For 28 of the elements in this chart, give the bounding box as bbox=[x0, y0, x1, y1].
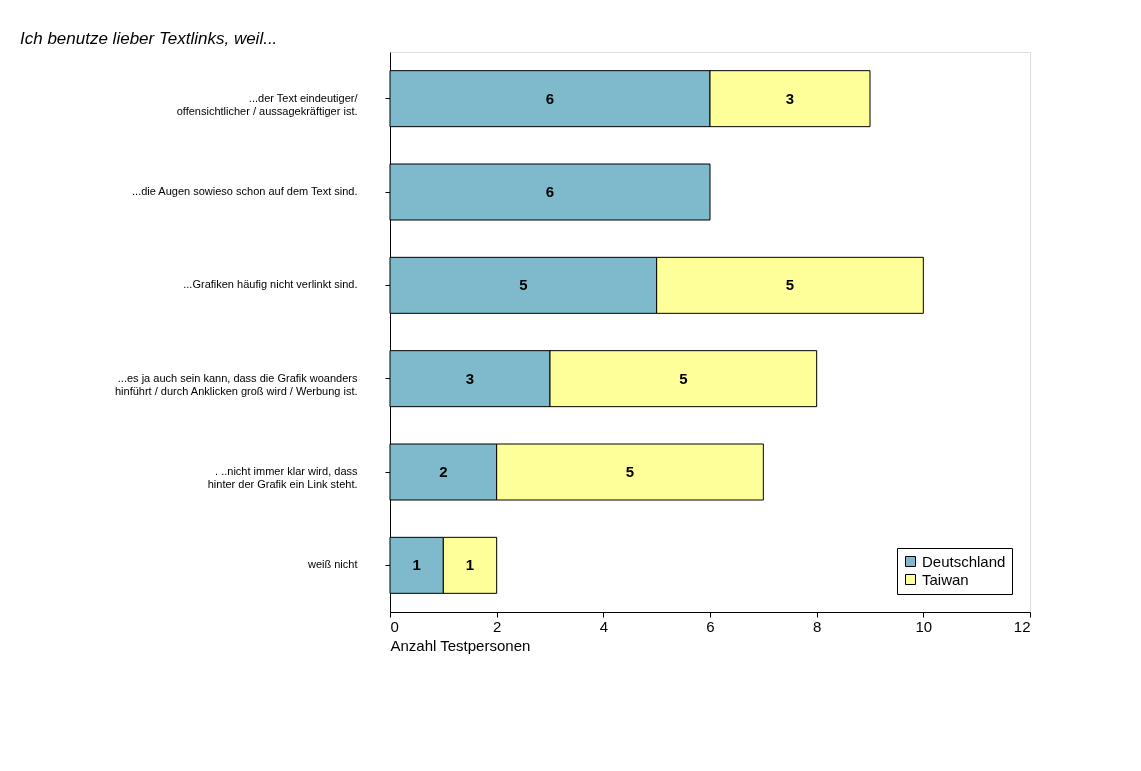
y-tick-label: weiß nicht bbox=[306, 558, 358, 571]
legend-label: Deutschland bbox=[922, 552, 1006, 570]
data-label: 5 bbox=[785, 276, 795, 294]
data-label: 5 bbox=[625, 463, 635, 480]
legend-label: Taiwan bbox=[922, 570, 969, 588]
data-label: 1 bbox=[465, 556, 475, 574]
data-label: 6 bbox=[545, 183, 555, 200]
data-label: 6 bbox=[545, 89, 555, 107]
data-label: 2 bbox=[439, 463, 448, 480]
y-tick-label: ...die Augen sowieso schon auf dem Text sind. bbox=[132, 185, 358, 197]
data-label: 1 bbox=[412, 556, 421, 574]
x-tick-label: 8 bbox=[812, 617, 822, 635]
x-tick-label: 6 bbox=[706, 617, 715, 635]
data-label: 3 bbox=[785, 89, 795, 107]
y-tick-label: ...es ja auch sein kann, dass die Grafik woanders hinführt / durch Anklicken groß wird / Werbung ist. bbox=[114, 371, 358, 397]
y-tick-label: . ..nicht immer klar wird, dass hinter der Grafik ein Link steht. bbox=[207, 465, 358, 490]
x-tick-label: 2 bbox=[492, 617, 502, 635]
x-axis-title: Anzahl Testpersonen bbox=[390, 636, 531, 654]
data-label: 5 bbox=[679, 369, 688, 387]
x-tick-label: 10 bbox=[915, 617, 933, 635]
text: Ich benutze lieber Textlinks, weil... bbox=[20, 29, 278, 48]
y-tick-label: ...der Text eindeutiger/ offensichtlicher / aussagekräftiger ist. bbox=[176, 91, 359, 117]
data-label: 5 bbox=[519, 276, 528, 294]
x-tick-label: 4 bbox=[599, 617, 609, 635]
x-tick-label: 0 bbox=[390, 617, 399, 635]
y-tick-label: ...Grafiken häufig nicht verlinkt sind. bbox=[183, 278, 358, 291]
data-label: 3 bbox=[465, 369, 475, 387]
x-tick-label: 12 bbox=[1013, 617, 1031, 635]
